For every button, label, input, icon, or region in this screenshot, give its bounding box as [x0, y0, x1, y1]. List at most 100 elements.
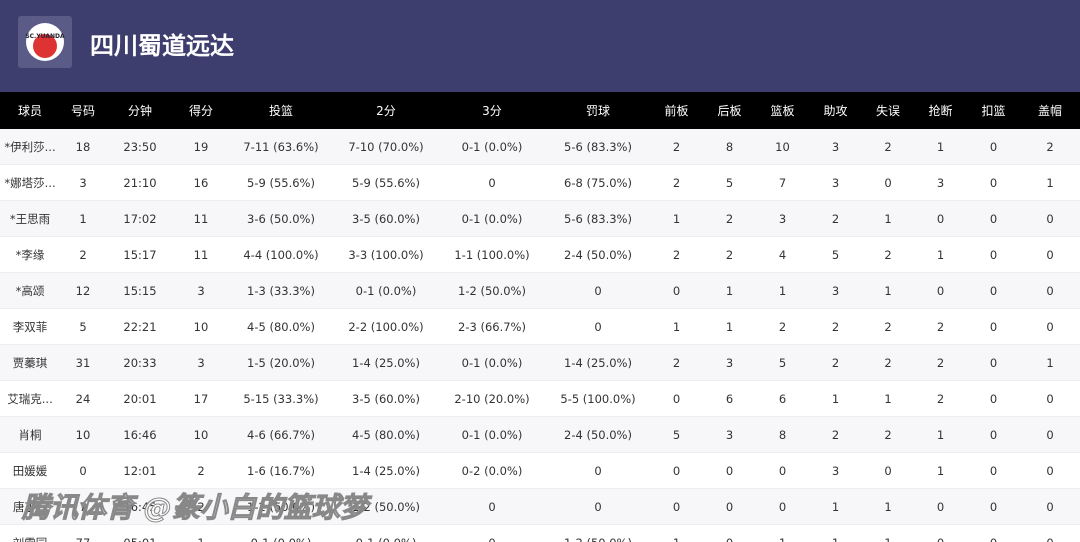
stat-cell: 3	[60, 164, 106, 201]
stat-cell: 2	[862, 308, 914, 345]
stat-cell: 22:21	[106, 308, 174, 345]
stat-cell: 1	[809, 380, 862, 417]
stat-cell: 10	[174, 416, 228, 453]
stat-cell: 2	[914, 380, 967, 417]
stat-cell: 0	[967, 272, 1020, 309]
stat-cell: 2	[703, 200, 756, 237]
stat-cell: 0	[756, 452, 809, 489]
stat-cell: 2-4 (50.0%)	[546, 236, 650, 273]
stat-cell: 17	[174, 380, 228, 417]
stat-cell: 3-5 (60.0%)	[334, 380, 438, 417]
stat-cell: 1	[862, 272, 914, 309]
stat-cell: 24	[60, 380, 106, 417]
team-header: SC.YUANDA 四川蜀道远达	[0, 0, 1080, 92]
stat-cell: 0	[1020, 380, 1080, 417]
stat-cell: 1	[650, 308, 703, 345]
stat-cell: 1-6 (16.7%)	[228, 452, 334, 489]
player-name: 田媛媛	[0, 452, 60, 489]
player-row: 贾蓁琪 31 20:33 3 1-5 (20.0%) 1-4 (25.0%) 0-1 (0.…	[0, 344, 1080, 381]
stat-cell: 1	[174, 524, 228, 542]
stat-cell: 0	[967, 488, 1020, 525]
stat-cell: 0	[546, 452, 650, 489]
stat-cell: 0-1 (0.0%)	[438, 200, 546, 237]
stat-cell: 7	[60, 488, 106, 525]
player-row: 肖桐 10 16:46 10 4-6 (66.7%) 4-5 (80.0%) 0-1 (0.…	[0, 416, 1080, 453]
stat-cell: 0	[1020, 308, 1080, 345]
stat-cell: 2	[862, 416, 914, 453]
player-name: *李缘	[0, 236, 60, 273]
stat-cell: 0-1 (0.0%)	[438, 129, 546, 165]
stat-cell: 3	[703, 416, 756, 453]
column-header: 失误	[862, 92, 914, 129]
stat-cell: 0	[546, 308, 650, 345]
stat-cell: 2	[1020, 129, 1080, 165]
stat-cell: 1	[809, 488, 862, 525]
stat-cell: 0-2 (0.0%)	[438, 452, 546, 489]
stat-cell: 2	[809, 200, 862, 237]
column-header: 篮板	[756, 92, 809, 129]
stat-cell: 5	[60, 308, 106, 345]
player-row: *王思雨 1 17:02 11 3-6 (50.0%) 3-5 (60.0%) 0-1 (0…	[0, 200, 1080, 237]
stat-cell: 1-4 (25.0%)	[546, 344, 650, 381]
stat-cell: 4-5 (80.0%)	[334, 416, 438, 453]
stat-cell: 0-1 (0.0%)	[334, 524, 438, 542]
stat-cell: 3	[174, 344, 228, 381]
stat-cell: 1-1 (100.0%)	[438, 236, 546, 273]
player-name: 刘雪园	[0, 524, 60, 542]
stat-cell: 8	[756, 416, 809, 453]
stat-cell: 5	[756, 344, 809, 381]
stat-cell: 8	[703, 129, 756, 165]
column-header: 球员	[0, 92, 60, 129]
stat-cell: 1-2 (50.0%)	[334, 488, 438, 525]
stat-cell: 1	[1020, 344, 1080, 381]
stat-cell: 4-6 (66.7%)	[228, 416, 334, 453]
stat-cell: 2	[809, 416, 862, 453]
stat-cell: 2	[914, 344, 967, 381]
stat-cell: 1-2 (50.0%)	[438, 272, 546, 309]
stat-cell: 0	[967, 380, 1020, 417]
player-name: 肖桐	[0, 416, 60, 453]
stat-cell: 4-4 (100.0%)	[228, 236, 334, 273]
stat-cell: 1	[914, 416, 967, 453]
stat-cell: 0	[1020, 272, 1080, 309]
stat-cell: 16:46	[106, 416, 174, 453]
player-row: *高颂 12 15:15 3 1-3 (33.3%) 0-1 (0.0%) 1-2 (50.…	[0, 272, 1080, 309]
stat-cell: 7	[756, 164, 809, 201]
stat-cell: 5-9 (55.6%)	[228, 164, 334, 201]
column-header: 投篮	[228, 92, 334, 129]
stat-cell: 0	[546, 272, 650, 309]
stat-cell: 0	[914, 524, 967, 542]
stat-cell: 5-6 (83.3%)	[546, 200, 650, 237]
stat-cell: 0	[756, 488, 809, 525]
stats-table: 球员 号码 分钟 得分 投篮 2分 3分 罚球 前板 后板 篮板 助攻 失误 抢断 扣篮 盖帽 *伊利莎...…	[0, 92, 1080, 542]
player-row: 艾瑞克... 24 20:01 17 5-15 (33.3%) 3-5 (60.0%) 2-…	[0, 380, 1080, 417]
stat-cell: 5	[703, 164, 756, 201]
stat-cell: 0	[438, 488, 546, 525]
stat-cell: 17:02	[106, 200, 174, 237]
stat-cell: 5	[809, 236, 862, 273]
stat-cell: 1	[703, 272, 756, 309]
column-header: 得分	[174, 92, 228, 129]
stat-cell: 0	[1020, 200, 1080, 237]
stat-cell: 0	[967, 129, 1020, 165]
player-row: *娜塔莎... 3 21:10 16 5-9 (55.6%) 5-9 (55.6%) 0 6-…	[0, 164, 1080, 201]
stat-cell: 1	[914, 129, 967, 165]
stat-cell: 0	[967, 308, 1020, 345]
stat-cell: 1	[1020, 164, 1080, 201]
stat-cell: 19	[174, 129, 228, 165]
stat-cell: 0-1 (0.0%)	[438, 416, 546, 453]
stat-cell: 0	[60, 452, 106, 489]
stat-cell: 0	[1020, 452, 1080, 489]
logo-graphic: SC.YUANDA	[25, 23, 65, 61]
stat-cell: 0	[967, 164, 1020, 201]
stat-cell: 0	[438, 524, 546, 542]
stat-cell: 0	[703, 488, 756, 525]
stat-cell: 20:01	[106, 380, 174, 417]
stat-cell: 2	[862, 236, 914, 273]
stat-cell: 2-4 (50.0%)	[546, 416, 650, 453]
team-logo: SC.YUANDA	[18, 16, 72, 68]
stat-cell: 2	[650, 164, 703, 201]
stat-cell: 2	[809, 344, 862, 381]
